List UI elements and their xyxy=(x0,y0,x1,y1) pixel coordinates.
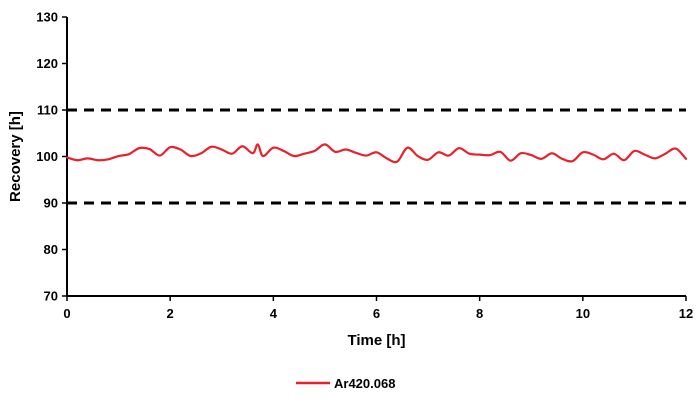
x-tick-label: 0 xyxy=(63,306,70,321)
series-line-0 xyxy=(65,143,688,164)
x-tick-label: 12 xyxy=(679,306,693,321)
y-tick-label: 70 xyxy=(44,289,58,304)
y-tick-label: 100 xyxy=(36,149,58,164)
x-tick-label: 6 xyxy=(373,306,380,321)
series-layer xyxy=(65,143,688,164)
x-tick-label: 10 xyxy=(576,306,590,321)
y-tick-label: 120 xyxy=(36,56,58,71)
x-tick-label: 8 xyxy=(476,306,483,321)
reference-lines xyxy=(67,108,686,205)
axes xyxy=(62,16,687,301)
y-tick-label: 110 xyxy=(37,103,58,118)
tick-labels: 70 80 90 100 110 120 130 0 2 4 6 8 10 12 xyxy=(36,10,693,322)
x-axis-title: Time [h] xyxy=(347,332,405,349)
x-tick-label: 4 xyxy=(270,306,278,321)
y-tick-label: 90 xyxy=(44,196,58,211)
legend: Ar420.068 xyxy=(296,376,395,391)
y-tick-label: 80 xyxy=(44,242,58,257)
y-axis-title: Recovery [h] xyxy=(7,111,24,202)
y-tick-label: 130 xyxy=(36,10,58,25)
x-tick-label: 2 xyxy=(167,306,174,321)
legend-label: Ar420.068 xyxy=(334,376,395,391)
